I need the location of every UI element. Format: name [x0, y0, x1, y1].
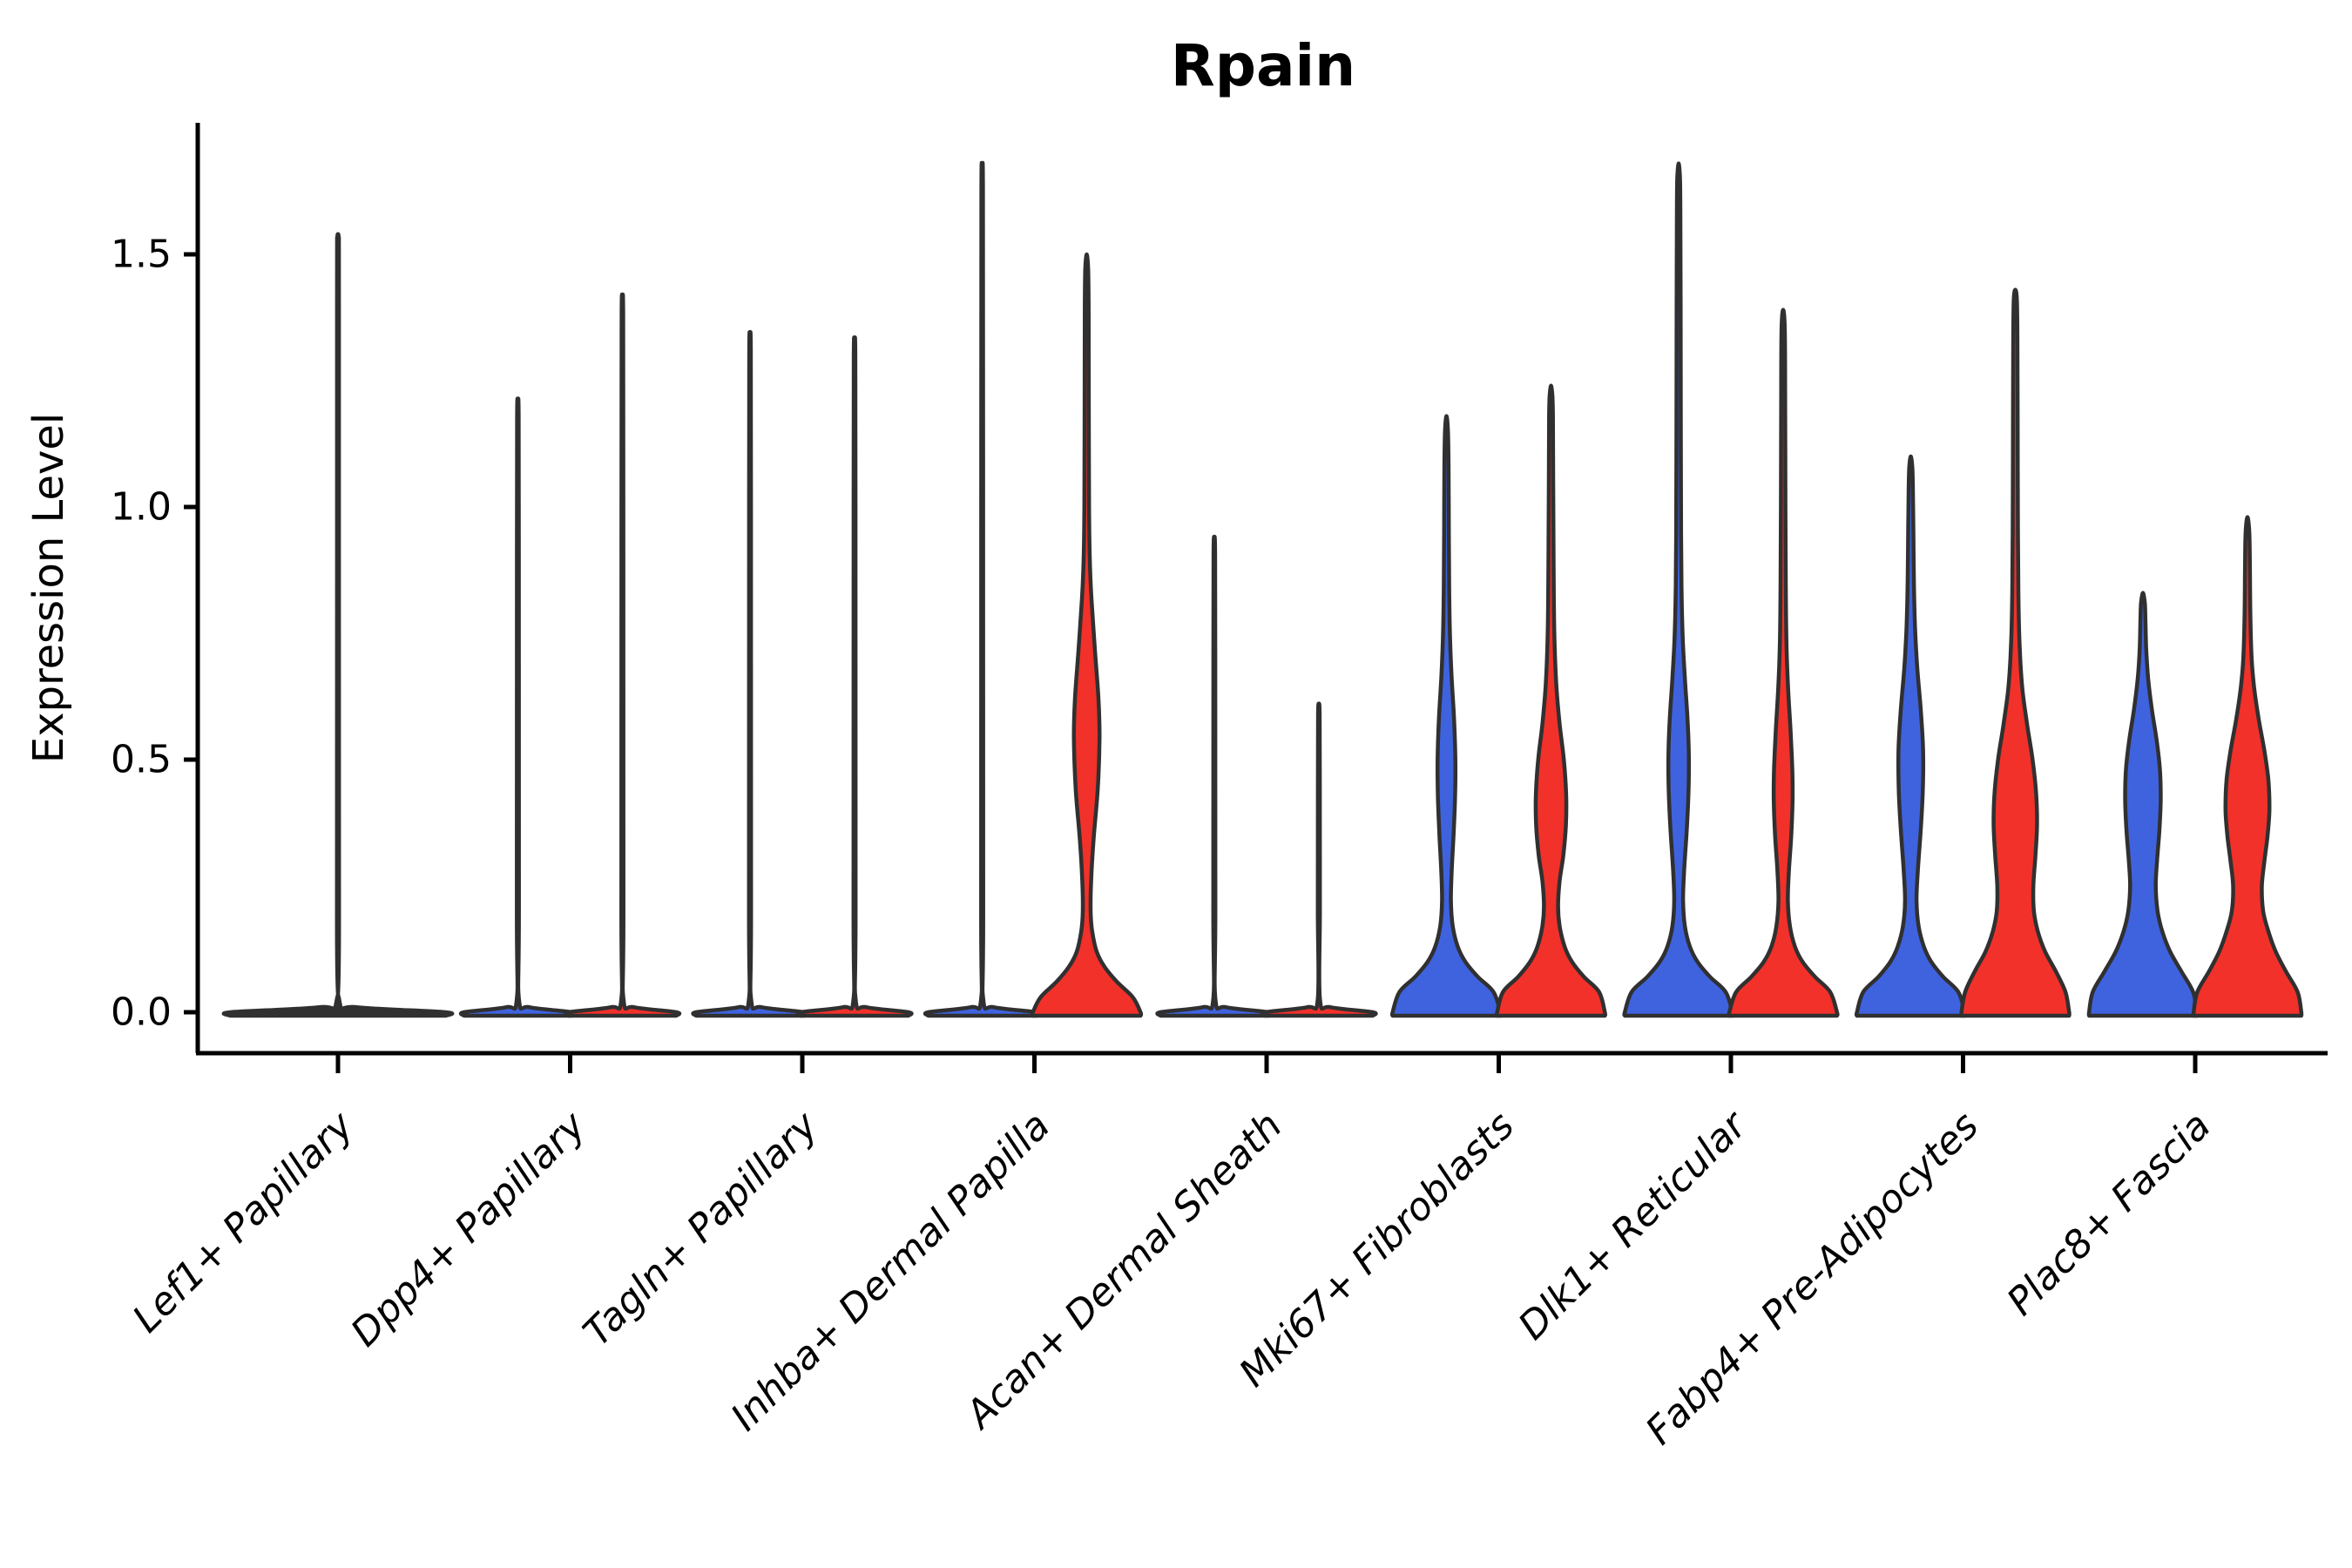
violin-plac8-fascia-blue [2086, 591, 2200, 1018]
violin-acan-dermal-sheath-blue [1155, 534, 1274, 1018]
violin-tagln-papillary-blue [691, 329, 809, 1018]
violin-mki67-fibroblasts-red [1494, 383, 1608, 1018]
violin-dlk1-reticular-blue [1622, 161, 1735, 1018]
violin-fabp4-pre-adipocytes-blue [1854, 454, 1968, 1018]
y-tick-label: 0.0 [111, 990, 172, 1035]
x-tick-label: Dpp4+ Papillary [342, 1103, 595, 1355]
axes: 0.0 0.5 1.0 1.5 [111, 123, 2328, 1056]
violin-inhba-dermal-papilla-red [1030, 252, 1144, 1018]
violin-dpp4-papillary-red [563, 292, 682, 1018]
y-axis-label: Expression Level [24, 413, 73, 764]
x-tick-label: Lef1+ Papillary [125, 1103, 363, 1342]
violin-plac8-fascia-red [2191, 515, 2304, 1018]
x-tick-label: Tagln+ Papillary [575, 1103, 827, 1355]
violin-tagln-papillary-red [795, 335, 914, 1018]
chart-title: Rpain [1171, 32, 1355, 99]
violins [221, 160, 2304, 1018]
violin-dlk1-reticular-red [1727, 308, 1840, 1018]
y-tick-label: 0.5 [111, 738, 172, 782]
violin-fabp4-pre-adipocytes-red [1959, 287, 2072, 1018]
x-tick-label: Plac8+ Fascia [1998, 1104, 2219, 1324]
x-tick-label: Dlk1+ Reticular [1510, 1102, 1756, 1348]
violin-inhba-dermal-papilla-blue [923, 160, 1042, 1018]
violin-dpp4-papillary-blue [458, 396, 578, 1018]
violin-acan-dermal-sheath-red [1260, 701, 1378, 1018]
violin-lef1-papillary-single [221, 232, 455, 1018]
violin-mki67-fibroblasts-blue [1389, 414, 1504, 1018]
y-tick-label: 1.0 [111, 485, 172, 530]
y-tick-label: 1.5 [111, 233, 172, 277]
